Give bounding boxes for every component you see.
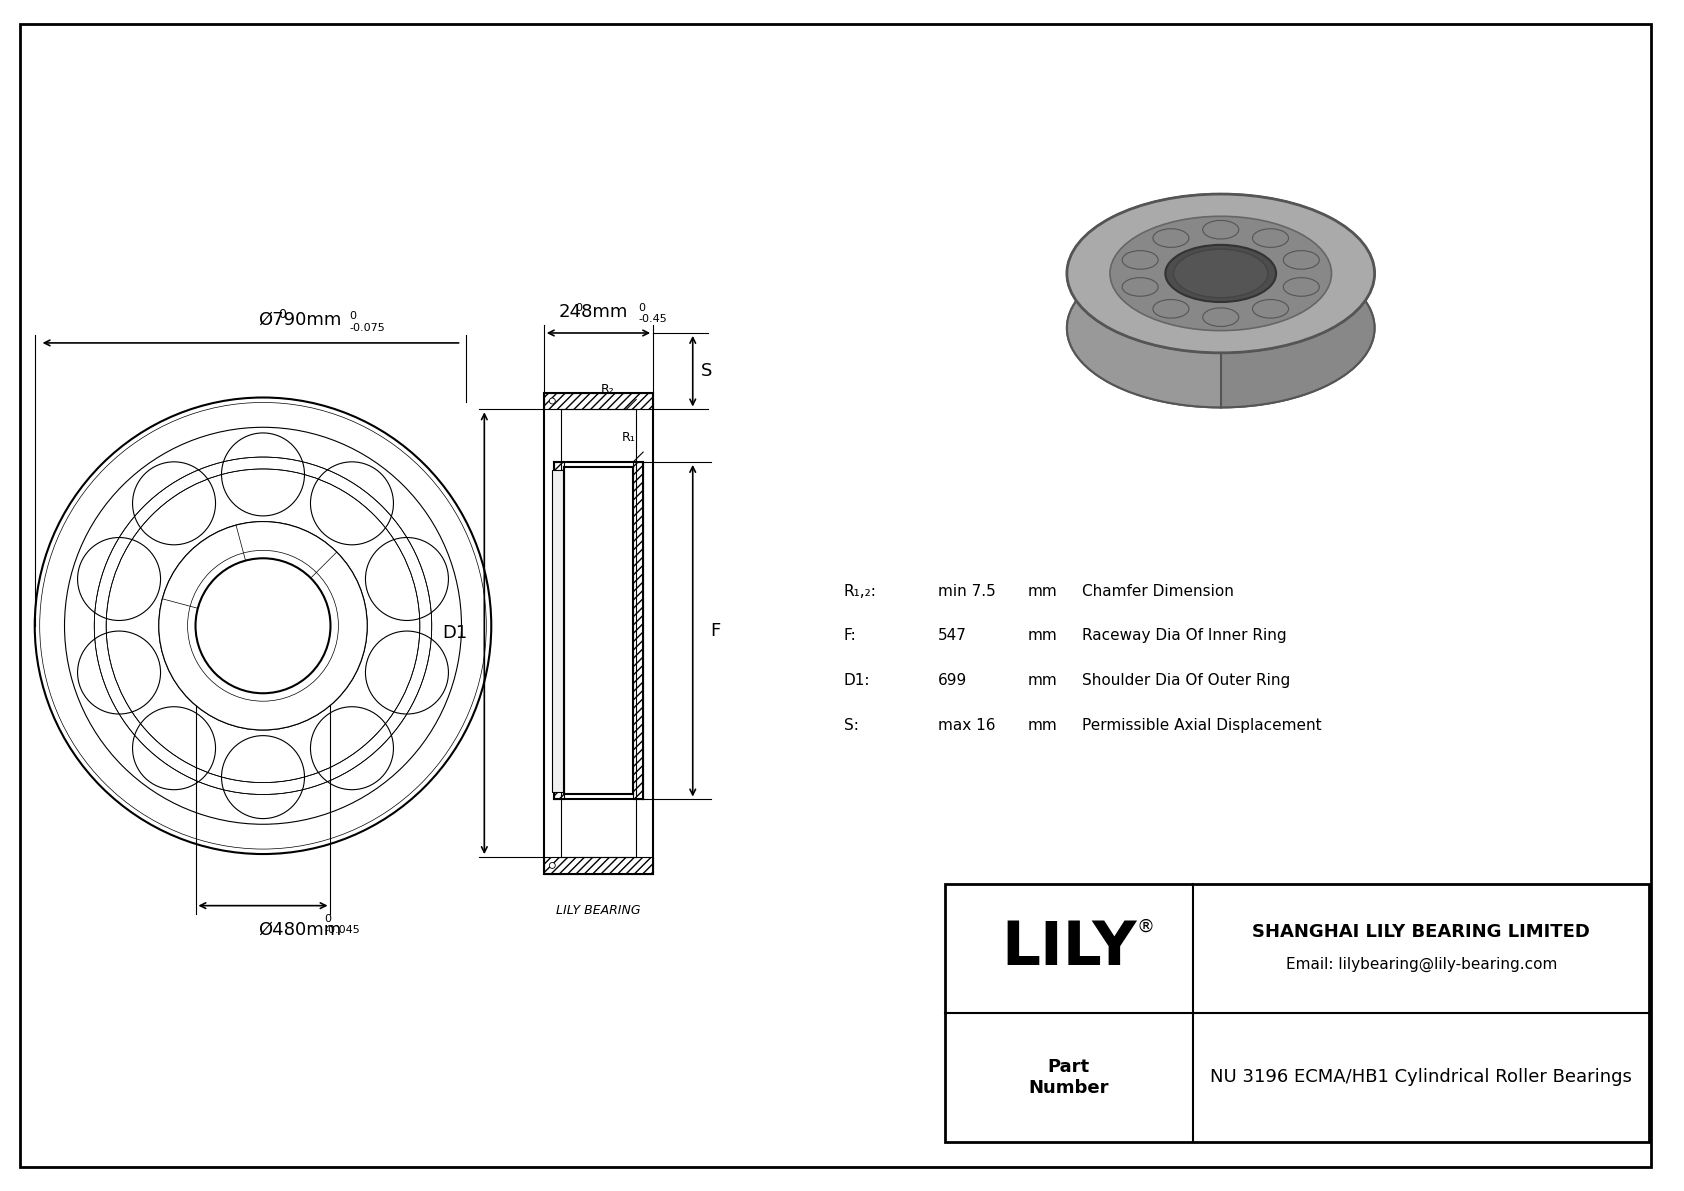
Text: Chamfer Dimension: Chamfer Dimension	[1081, 584, 1234, 599]
Text: 0: 0	[278, 308, 286, 322]
Text: mm: mm	[1027, 717, 1058, 732]
Bar	[554, 462, 564, 799]
Bar	[544, 393, 653, 874]
Circle shape	[365, 537, 448, 621]
Text: R₂: R₂	[601, 382, 615, 395]
Text: D1: D1	[441, 624, 466, 642]
Text: F: F	[711, 622, 721, 640]
Circle shape	[133, 706, 216, 790]
Circle shape	[365, 631, 448, 715]
Bar	[945, 884, 1650, 1142]
Text: max 16: max 16	[938, 717, 995, 732]
Circle shape	[310, 706, 394, 790]
Circle shape	[222, 434, 305, 516]
Ellipse shape	[1068, 249, 1374, 407]
Circle shape	[77, 631, 160, 715]
Text: S:: S:	[844, 717, 859, 732]
Ellipse shape	[1253, 229, 1288, 248]
Ellipse shape	[1202, 220, 1239, 239]
Text: 0: 0	[576, 304, 583, 313]
Text: R₁: R₁	[621, 431, 635, 444]
Text: R₁,₂:: R₁,₂:	[844, 584, 876, 599]
Text: Shoulder Dia Of Outer Ring: Shoulder Dia Of Outer Ring	[1081, 673, 1290, 688]
Text: NU 3196 ECMA/HB1 Cylindrical Roller Bearings: NU 3196 ECMA/HB1 Cylindrical Roller Bear…	[1211, 1068, 1632, 1086]
Bar	[552, 470, 562, 792]
Text: ®: ®	[1137, 917, 1154, 935]
Text: min 7.5: min 7.5	[938, 584, 995, 599]
Text: Ø790mm: Ø790mm	[258, 311, 342, 329]
Ellipse shape	[1154, 299, 1189, 318]
Text: 0: 0	[349, 311, 357, 322]
Text: -0.045: -0.045	[325, 925, 360, 935]
Text: Permissible Axial Displacement: Permissible Axial Displacement	[1081, 717, 1322, 732]
Text: mm: mm	[1027, 673, 1058, 688]
Text: S: S	[701, 362, 712, 380]
Ellipse shape	[1122, 278, 1159, 297]
Ellipse shape	[1253, 299, 1288, 318]
Text: D1:: D1:	[844, 673, 871, 688]
Polygon shape	[1068, 194, 1221, 407]
Text: -0.075: -0.075	[349, 323, 386, 333]
Circle shape	[310, 462, 394, 544]
Circle shape	[549, 398, 556, 404]
Bar	[633, 462, 643, 799]
Text: mm: mm	[1027, 584, 1058, 599]
Ellipse shape	[1283, 278, 1319, 297]
Text: 248mm: 248mm	[559, 303, 628, 322]
Text: 0: 0	[325, 913, 332, 923]
Text: 547: 547	[938, 628, 967, 643]
Circle shape	[195, 559, 330, 693]
Ellipse shape	[1154, 229, 1189, 248]
Text: Email: lilybearing@lily-bearing.com: Email: lilybearing@lily-bearing.com	[1285, 956, 1558, 972]
Text: Ø480mm: Ø480mm	[258, 921, 342, 939]
Text: LILY: LILY	[1000, 918, 1137, 978]
Ellipse shape	[1174, 249, 1268, 298]
Text: mm: mm	[1027, 628, 1058, 643]
Ellipse shape	[1283, 250, 1319, 269]
Polygon shape	[1221, 194, 1374, 407]
Text: F:: F:	[844, 628, 857, 643]
Ellipse shape	[1165, 245, 1276, 303]
Text: 699: 699	[938, 673, 967, 688]
Circle shape	[77, 537, 160, 621]
Ellipse shape	[1068, 194, 1374, 353]
Circle shape	[133, 462, 216, 544]
Ellipse shape	[1202, 308, 1239, 326]
Bar	[544, 858, 653, 874]
Text: Part
Number: Part Number	[1029, 1058, 1110, 1097]
Circle shape	[549, 862, 556, 868]
Text: -0.45: -0.45	[638, 314, 667, 324]
Circle shape	[158, 522, 367, 730]
Bar	[544, 393, 653, 410]
Ellipse shape	[1110, 217, 1332, 331]
Text: SHANGHAI LILY BEARING LIMITED: SHANGHAI LILY BEARING LIMITED	[1253, 923, 1590, 941]
Ellipse shape	[1122, 250, 1159, 269]
Text: LILY BEARING: LILY BEARING	[556, 904, 640, 917]
Text: 0: 0	[638, 304, 645, 313]
Text: Raceway Dia Of Inner Ring: Raceway Dia Of Inner Ring	[1081, 628, 1287, 643]
Circle shape	[222, 736, 305, 818]
